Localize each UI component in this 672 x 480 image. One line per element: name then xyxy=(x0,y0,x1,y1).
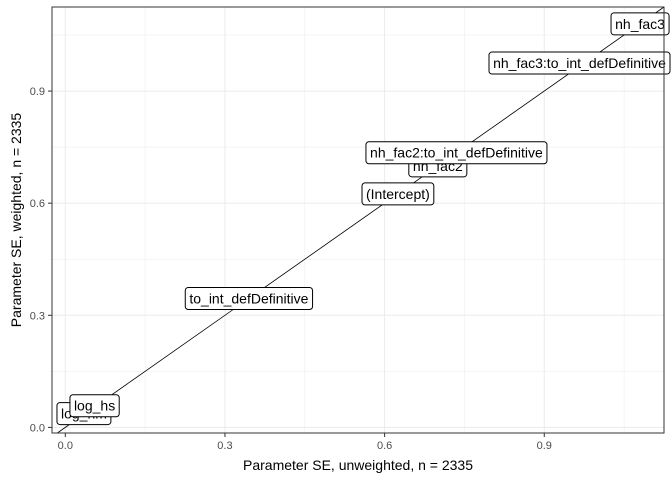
point-label-box xyxy=(488,51,671,75)
point-label: log_hs xyxy=(69,394,120,418)
point-label-text: nh_fac3:to_int_defDefinitive xyxy=(493,55,666,71)
point-label: nh_fac3 xyxy=(610,12,670,36)
y-axis-title: Parameter SE, weighted, n = 2335 xyxy=(8,113,24,328)
y-tick-label: 0.9 xyxy=(30,86,45,98)
x-tick-label: 0.9 xyxy=(537,440,552,452)
minor-gridlines xyxy=(52,7,664,433)
y-tick-label: 0.6 xyxy=(30,198,45,210)
x-axis-title: Parameter SE, unweighted, n = 2335 xyxy=(243,457,473,473)
reference-line-group xyxy=(57,6,665,434)
y-tick-label: 0.0 xyxy=(30,422,45,434)
point-label-text: (Intercept) xyxy=(366,186,430,202)
point-label: (Intercept) xyxy=(361,182,435,206)
y-tick-label: 0.3 xyxy=(30,310,45,322)
point-labels: log_hmlog_hsto_int_defDefinitive(Interce… xyxy=(56,12,671,426)
point-label-text: nh_fac3 xyxy=(615,16,665,32)
point-label-text: to_int_defDefinitive xyxy=(189,290,308,306)
point-label-box xyxy=(361,182,435,206)
x-tick-label: 0.3 xyxy=(217,440,232,452)
point-label-text: nh_fac2:to_int_defDefinitive xyxy=(370,145,543,161)
identity-reference-line xyxy=(57,6,665,434)
point-label-box xyxy=(184,286,314,310)
point-label: nh_fac2:to_int_defDefinitive xyxy=(365,141,548,165)
x-axis-ticks: 0.0 0.3 0.6 0.9 xyxy=(58,433,552,452)
point-label: to_int_defDefinitive xyxy=(184,286,314,310)
point-label: nh_fac3:to_int_defDefinitive xyxy=(488,51,671,75)
x-tick-label: 0.6 xyxy=(377,440,392,452)
plot-border xyxy=(51,6,665,434)
y-axis-ticks: 0.0 0.3 0.6 0.9 xyxy=(30,86,52,434)
point-label-box xyxy=(610,12,670,36)
plot-panel xyxy=(52,7,664,433)
point-label-box xyxy=(69,394,120,418)
point-label-text: log_hs xyxy=(74,398,115,414)
point-label-box xyxy=(365,141,548,165)
major-gridlines xyxy=(52,7,664,433)
x-tick-label: 0.0 xyxy=(58,440,73,452)
